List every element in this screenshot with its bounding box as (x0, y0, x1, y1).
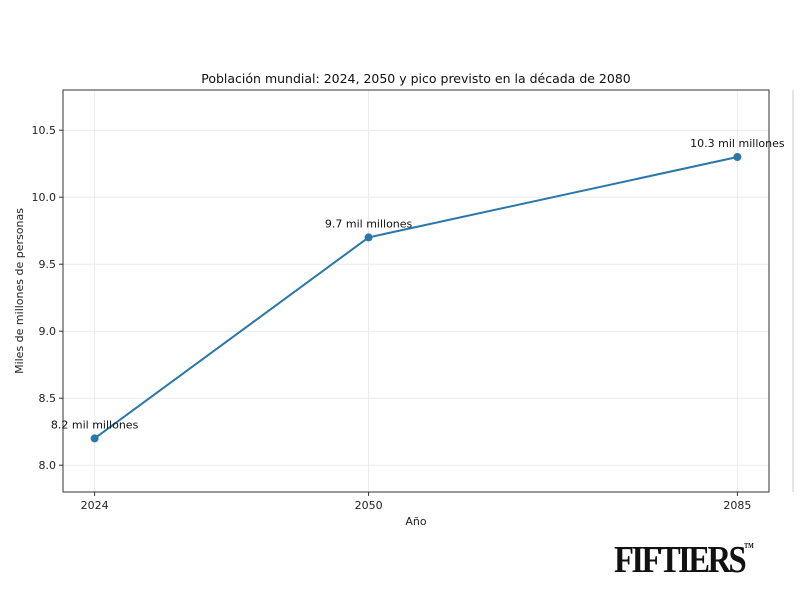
x-tick-label: 2085 (723, 499, 751, 512)
x-tick-label: 2050 (355, 499, 383, 512)
y-tick-label: 9.0 (39, 325, 57, 338)
data-label: 10.3 mil millones (690, 137, 785, 150)
data-point (90, 434, 99, 443)
y-tick-label: 9.5 (39, 258, 57, 271)
y-tick-label: 10.5 (32, 124, 57, 137)
data-point (364, 233, 373, 242)
y-tick-label: 8.0 (39, 459, 57, 472)
chart-title: Población mundial: 2024, 2050 y pico pre… (201, 71, 631, 86)
data-label: 8.2 mil millones (51, 418, 139, 431)
x-axis-label: Año (405, 515, 426, 528)
y-tick-label: 10.0 (32, 191, 57, 204)
data-point (733, 153, 742, 161)
fiftiers-logo: FIFTIERSTM (614, 539, 754, 581)
data-label: 9.7 mil millones (325, 217, 413, 230)
x-tick-label: 2024 (81, 499, 109, 512)
y-tick-label: 8.5 (39, 392, 57, 405)
y-axis-label: Miles de millones de personas (13, 208, 26, 374)
plot-frame (62, 89, 770, 493)
series-line (94, 156, 738, 440)
